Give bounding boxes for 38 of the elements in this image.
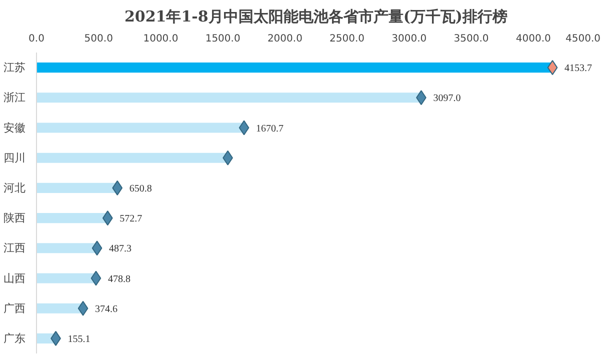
data-label: 155.1 (68, 334, 90, 345)
data-label: 1670.7 (256, 123, 284, 134)
data-label: 650.8 (129, 183, 152, 194)
x-tick-label: 500.0 (84, 34, 113, 44)
y-tick-label: 广东 (4, 332, 26, 345)
x-tick-label: 3000.0 (392, 34, 427, 44)
y-tick-label: 山西 (4, 272, 26, 285)
x-tick-label: 2500.0 (330, 34, 365, 44)
x-tick-label: 0.0 (28, 34, 44, 44)
x-tick-label: 4000.0 (516, 34, 551, 44)
point (112, 180, 123, 196)
y-tick-label: 四川 (4, 151, 26, 164)
x-tick-label: 3500.0 (454, 34, 489, 44)
point (547, 60, 558, 76)
y-tick-label: 广西 (4, 302, 26, 315)
x-tick-label: 4500.0 (566, 34, 601, 44)
x-tick-label: 1500.0 (205, 34, 240, 44)
y-tick-label: 安徽 (4, 121, 26, 134)
y-tick-label: 河北 (4, 181, 26, 194)
bar (36, 62, 553, 73)
y-tick-label: 陕西 (4, 212, 26, 225)
x-tick-label: 2000.0 (267, 34, 302, 44)
data-label: 487.3 (109, 244, 132, 255)
data-label: 3097.0 (433, 93, 461, 104)
point (78, 300, 88, 316)
point (90, 270, 102, 286)
data-label: 478.8 (108, 274, 130, 285)
y-tick-label: 浙江 (4, 91, 26, 104)
x-tick-label: 1000.0 (143, 34, 178, 44)
y-tick-label: 江苏 (4, 61, 26, 74)
data-label: 374.6 (95, 304, 118, 315)
point (238, 120, 250, 136)
chart-title: 2021年1-8月中国太阳能电池各省市产量(万千瓦)排行榜 (124, 8, 508, 26)
data-label: 572.7 (120, 214, 142, 225)
y-tick-label: 江西 (4, 242, 26, 255)
point (102, 210, 113, 226)
point (92, 240, 102, 256)
data-label: 4153.7 (564, 63, 592, 74)
